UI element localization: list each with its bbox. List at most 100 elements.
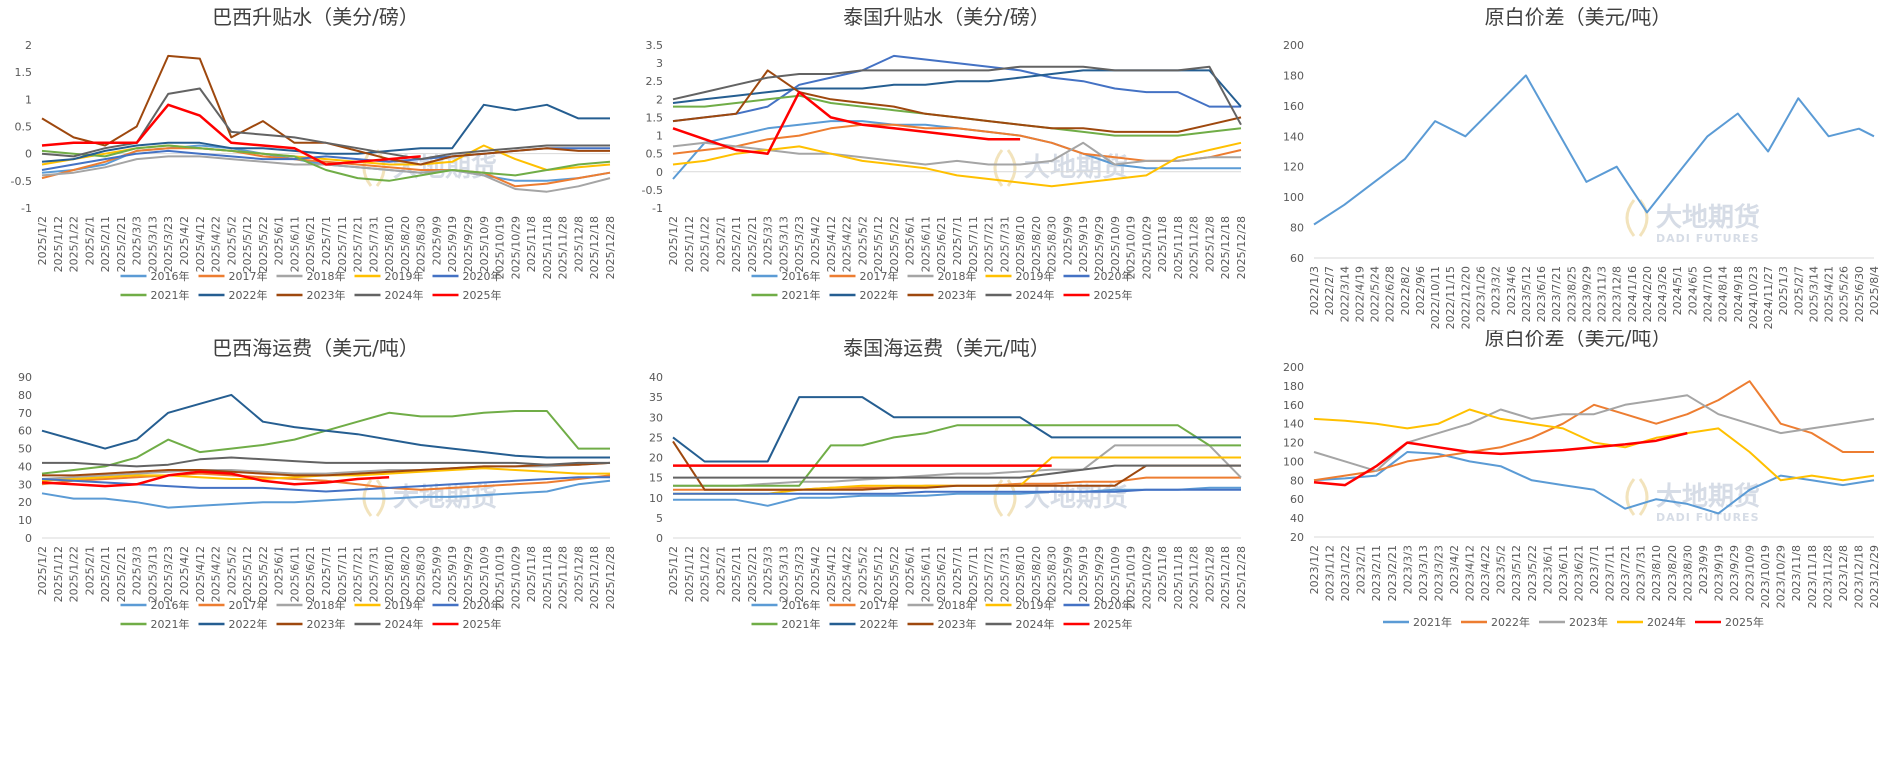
- y-tick-label: 180: [1283, 69, 1304, 82]
- legend-item: 2023年: [276, 288, 346, 302]
- legend-item: 2018年: [907, 598, 977, 612]
- x-tick-label: 2025/11/28: [557, 216, 570, 279]
- x-tick-label: 2025/10/19: [494, 546, 507, 609]
- series-line: [672, 54, 1241, 123]
- y-tick-label: 20: [18, 496, 32, 509]
- x-tick-label: 2025/5/26: [1838, 266, 1851, 322]
- x-tick-label: 2025/5/2: [856, 546, 869, 595]
- x-tick-label: 2024/6/5: [1686, 266, 1699, 315]
- legend-label: 2025年: [463, 617, 502, 631]
- legend-label: 2025年: [1094, 617, 1133, 631]
- legend-item: 2022年: [198, 288, 268, 302]
- x-tick-label: 2023/3/2: [1490, 266, 1503, 315]
- x-tick-label: 2025/6/11: [288, 546, 301, 602]
- x-tick-label: 2025/4/22: [210, 216, 223, 272]
- legend-label: 2017年: [229, 598, 268, 612]
- x-tick-label: 2022/1/3: [1308, 266, 1321, 315]
- legend-item: 2021年: [120, 288, 190, 302]
- series-line: [41, 472, 611, 491]
- x-tick-label: 2025/9/29: [1093, 216, 1106, 272]
- x-tick-label: 2025/7/21: [983, 546, 996, 602]
- x-tick-label: 2025/7/11: [336, 216, 349, 272]
- raw-white-spread-yearly-svg: 原白价差（美元/吨） 20 40 60 80 100 120 140 160 180 200 大地期货…: [1283, 330, 1881, 629]
- legend-item: 2024年: [354, 617, 424, 631]
- x-tick-label: 2025/4/22: [841, 216, 854, 272]
- x-tick-label: 2025/7/11: [967, 216, 980, 272]
- legend-item: 2021年: [751, 617, 821, 631]
- x-tick-label: 2025/8/20: [1030, 546, 1043, 602]
- series-line: [673, 488, 1241, 495]
- legend-item: 2019年: [354, 269, 424, 283]
- x-tick-label: 2025/5/12: [241, 216, 254, 272]
- legend-item: 2019年: [354, 598, 424, 612]
- x-tick-label: 2025/1/22: [68, 216, 81, 272]
- legend-item: 2017年: [829, 269, 899, 283]
- legend-item: 2021年: [1383, 615, 1452, 629]
- x-tick-label: 2025/1/22: [68, 546, 81, 602]
- x-tick-label: 2025/6/21: [304, 546, 317, 602]
- x-tick-label: 2023/9/19: [1712, 545, 1725, 601]
- x-tick-label: 2025/9/29: [462, 546, 475, 602]
- x-tick-label: 2025/11/8: [525, 546, 538, 602]
- x-tick-label: 2023/7/21: [1619, 545, 1632, 601]
- x-tick-label: 2022/5/24: [1369, 266, 1382, 322]
- x-tick-label: 2025/12/18: [588, 546, 601, 609]
- x-tick-label: 2023/12/8: [1611, 266, 1624, 322]
- x-tick-label: 2025/8/10: [383, 546, 396, 602]
- legend-label: 2024年: [1016, 617, 1055, 631]
- y-tick-label: 5: [656, 512, 663, 525]
- y-tick-label: 70: [18, 407, 32, 420]
- x-tick-label: 2025/6/21: [935, 216, 948, 272]
- x-tick-label: 2025/12/18: [588, 216, 601, 279]
- x-tick-label: 2025/3/13: [777, 216, 790, 272]
- x-tick-label: 2025/8/10: [1014, 546, 1027, 602]
- legend-label: 2025年: [1094, 288, 1133, 302]
- y-tick-label: 0.5: [646, 148, 664, 161]
- x-tick-label: 2025/3/23: [793, 546, 806, 602]
- x-tick-label: 2025/10/9: [1109, 546, 1122, 602]
- legend-label: 2017年: [860, 598, 899, 612]
- x-tick-label: 2025/12/8: [572, 546, 585, 602]
- chart-title: 巴西海运费（美元/吨）: [212, 336, 419, 360]
- y-tick-label: 100: [1283, 455, 1304, 468]
- legend-label: 2019年: [385, 269, 424, 283]
- x-tick-label: 2025/3/13: [777, 546, 790, 602]
- x-tick-label: 2022/12/20: [1459, 266, 1472, 329]
- brazil-freight-svg: 巴西海运费（美元/吨）0102030405060708090大地期货2025/1…: [18, 336, 617, 631]
- x-tick-label: 2025/10/29: [509, 216, 522, 279]
- watermark-brand: 大地期货: [1024, 482, 1128, 513]
- legend-item: 2020年: [1063, 269, 1133, 283]
- legend-item: 2023年: [907, 288, 977, 302]
- legend-item: 2023年: [1539, 615, 1608, 629]
- x-tick-label: 2023/2/1: [1355, 545, 1368, 594]
- legend-item: 2017年: [198, 598, 268, 612]
- x-tick-label: 2025/9/29: [462, 216, 475, 272]
- x-tick-label: 2025/4/22: [210, 546, 223, 602]
- legend-label: 2022年: [860, 617, 899, 631]
- x-tick-label: 2023/6/1: [1541, 545, 1554, 594]
- y-tick-label: 160: [1283, 100, 1304, 113]
- legend-label: 2022年: [1491, 615, 1530, 629]
- x-tick-label: 2025/11/8: [1156, 216, 1169, 272]
- x-tick-label: 2025/10/9: [1109, 216, 1122, 272]
- series-line: [673, 424, 1241, 487]
- x-tick-label: 2022/4/19: [1353, 266, 1366, 322]
- y-tick-label: 200: [1283, 39, 1304, 52]
- x-tick-label: 2025/8/10: [1014, 216, 1027, 272]
- x-tick-label: 2023/7/1: [1588, 545, 1601, 594]
- x-tick-label: 2025/3/23: [162, 216, 175, 272]
- watermark-brand-en: DADI FUTURES: [1656, 511, 1760, 524]
- x-tick-label: 2025/8/20: [399, 216, 412, 272]
- x-tick-label: 2022/3/14: [1338, 266, 1351, 322]
- legend-item: 2025年: [1063, 288, 1133, 302]
- series-line: [672, 141, 1242, 188]
- legend-label: 2018年: [307, 269, 346, 283]
- x-tick-label: 2025/4/2: [178, 216, 191, 265]
- x-tick-label: 2025/2/21: [746, 546, 759, 602]
- series-line: [672, 90, 1021, 155]
- x-tick-label: 2025/11/8: [1156, 546, 1169, 602]
- y-tick-label: 120: [1283, 437, 1304, 450]
- x-tick-label: 2025/11/18: [1172, 546, 1185, 609]
- x-tick-label: 2025/5/12: [872, 216, 885, 272]
